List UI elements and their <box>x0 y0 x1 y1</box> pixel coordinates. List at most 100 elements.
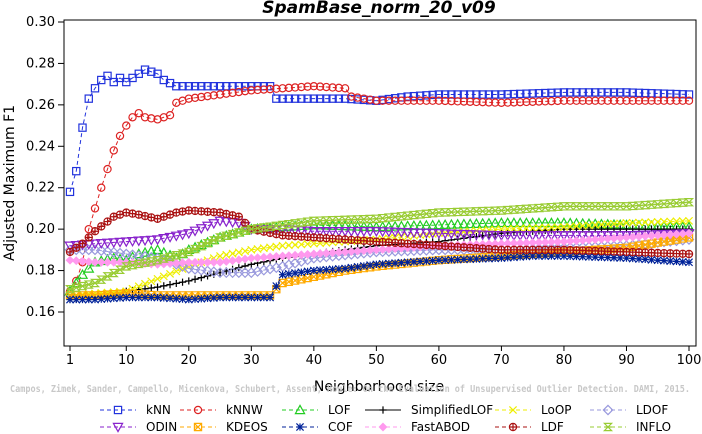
legend-label: LDOF <box>636 403 668 417</box>
data-point <box>320 219 332 230</box>
legend-label: kNN <box>146 403 171 417</box>
legend-marker <box>508 405 518 415</box>
data-point <box>559 237 569 247</box>
data-point <box>308 227 320 238</box>
x-tick-label: 60 <box>431 353 448 368</box>
data-point <box>309 82 319 91</box>
data-point <box>202 239 213 248</box>
data-point <box>166 269 175 278</box>
data-point <box>466 255 475 264</box>
data-point <box>315 82 325 91</box>
data-point <box>270 262 282 274</box>
data-point <box>684 258 694 267</box>
data-point <box>265 84 275 94</box>
data-point <box>540 97 550 106</box>
data-point <box>489 217 501 228</box>
data-point <box>308 216 319 226</box>
data-point <box>277 260 289 272</box>
data-point <box>483 217 495 228</box>
legend: kNN kNNW LOF SimplifiedLOF LoOP LDOF ODIN KDEOS… <box>100 403 671 434</box>
legend-item-kdeos: KDEOS <box>180 420 268 434</box>
data-point <box>572 88 581 97</box>
data-point <box>296 250 306 260</box>
data-point <box>403 96 412 105</box>
data-point <box>302 254 314 266</box>
data-point <box>191 295 200 304</box>
x-tick-label: 100 <box>677 353 702 368</box>
data-point <box>203 91 212 101</box>
data-point <box>71 256 81 266</box>
data-point <box>540 203 551 212</box>
data-point <box>565 236 575 246</box>
data-point <box>597 220 606 229</box>
data-point <box>183 263 195 274</box>
data-point <box>616 219 625 228</box>
data-point <box>615 233 625 243</box>
data-point <box>290 83 300 92</box>
data-point <box>678 217 687 226</box>
data-point <box>641 255 650 264</box>
data-point <box>383 220 395 231</box>
data-point <box>647 218 656 227</box>
data-point <box>584 96 594 105</box>
legend-label: kNNW <box>226 403 263 417</box>
data-point <box>364 227 376 238</box>
data-point <box>428 96 437 105</box>
data-point <box>228 88 237 98</box>
data-point <box>597 96 606 105</box>
data-point <box>358 220 370 231</box>
data-point <box>115 293 125 302</box>
data-point <box>684 249 694 259</box>
data-point <box>497 90 506 99</box>
data-point <box>403 92 412 101</box>
data-point <box>315 249 325 259</box>
data-point <box>228 293 237 302</box>
data-point <box>666 257 675 266</box>
data-point <box>495 231 508 242</box>
data-point <box>139 258 151 267</box>
data-point <box>290 219 301 228</box>
data-point <box>390 96 400 105</box>
data-point <box>564 231 576 242</box>
data-point <box>471 207 482 216</box>
legend-label: ODIN <box>146 420 177 434</box>
data-point <box>366 261 375 270</box>
data-point <box>534 252 543 261</box>
data-point <box>89 239 101 250</box>
data-point <box>147 67 156 76</box>
data-point <box>291 240 300 249</box>
data-point <box>377 227 389 238</box>
data-point <box>440 96 450 106</box>
data-point <box>347 94 356 104</box>
data-point <box>595 231 608 242</box>
legend-item-ldf: LDF <box>495 420 564 434</box>
data-point <box>78 123 87 132</box>
data-point <box>291 269 300 278</box>
data-point <box>190 82 200 91</box>
data-point <box>541 252 550 261</box>
data-point <box>346 247 356 256</box>
data-point <box>353 262 362 271</box>
data-point <box>584 88 594 97</box>
data-point <box>166 281 174 289</box>
data-point <box>571 202 582 211</box>
data-point <box>164 232 176 243</box>
data-point <box>428 90 437 100</box>
data-point <box>326 227 339 238</box>
data-point <box>353 246 363 256</box>
data-point <box>77 281 88 291</box>
data-point <box>72 166 81 176</box>
data-point <box>502 217 514 228</box>
data-point <box>547 252 556 261</box>
data-point <box>222 89 231 98</box>
data-point <box>208 219 220 230</box>
data-point <box>503 98 512 107</box>
data-point <box>646 200 657 209</box>
data-point <box>241 247 250 256</box>
data-point <box>414 228 426 239</box>
data-point <box>351 227 364 238</box>
series-line <box>69 69 690 193</box>
data-point <box>452 218 464 229</box>
data-point <box>665 230 675 239</box>
x-tick-label: 10 <box>118 353 135 368</box>
